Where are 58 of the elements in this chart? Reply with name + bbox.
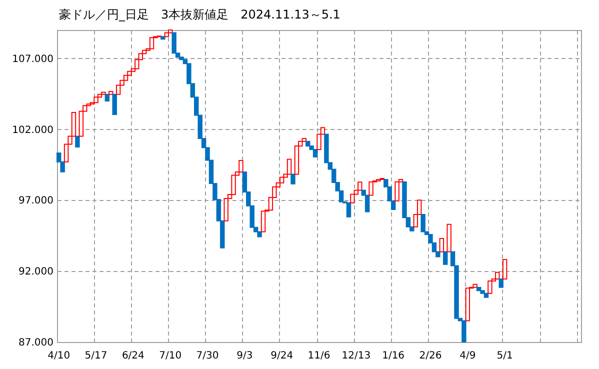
bar [172, 32, 176, 54]
bar [358, 182, 362, 191]
bar [112, 94, 117, 116]
bar [480, 290, 485, 294]
y-tick-label: 102.000 [12, 124, 54, 136]
y-tick-label: 92.000 [18, 266, 54, 278]
bar [446, 224, 452, 252]
bar [312, 149, 318, 158]
bar [75, 136, 80, 148]
bar [231, 174, 236, 196]
x-tick-label: 7/30 [196, 350, 219, 362]
bar [108, 91, 114, 95]
bar [238, 160, 244, 172]
y-tick-label: 87.000 [18, 338, 54, 348]
x-tick-label: 6/24 [122, 350, 144, 362]
bar [488, 280, 492, 294]
x-tick-label: 2/26 [419, 350, 442, 362]
x-tick-label: 5/17 [84, 350, 108, 362]
bar [160, 36, 166, 40]
bar [502, 258, 508, 280]
bar [420, 214, 426, 232]
bar [260, 210, 266, 232]
x-tick-label: 12/13 [342, 350, 371, 362]
bar [104, 94, 110, 102]
bar [94, 96, 98, 104]
bar [164, 32, 169, 38]
bar [439, 238, 444, 252]
bar [101, 92, 106, 95]
chart-title: 豪ドル／円_日足 3本抜新値足 2024.11.13～5.1 [59, 8, 340, 22]
x-tick-label: 1/16 [382, 350, 405, 362]
bar [149, 37, 154, 50]
bar [498, 278, 504, 288]
bar [224, 198, 228, 222]
bar [286, 158, 292, 175]
x-tick-label: 11/6 [308, 350, 330, 362]
bar [368, 181, 374, 196]
bar [350, 194, 355, 204]
bar [462, 320, 466, 342]
x-tick-label: 4/10 [48, 350, 70, 362]
bar [495, 272, 500, 280]
x-tick-label: 9/3 [236, 350, 253, 362]
x-tick-label: 7/10 [159, 350, 182, 362]
bar [394, 181, 400, 202]
bar [465, 288, 470, 322]
bar [290, 174, 296, 184]
bar [472, 284, 478, 288]
bar [305, 140, 310, 147]
x-tick-label: 5/1 [496, 350, 513, 362]
bar [279, 176, 284, 184]
x-tick-label: 9/24 [270, 350, 294, 362]
y-tick-label: 107.000 [12, 54, 54, 65]
bar [179, 56, 184, 60]
bar [484, 292, 489, 298]
x-tick-label: 4/9 [460, 350, 476, 362]
bar [442, 251, 448, 265]
y-tick-label: 97.000 [18, 196, 54, 207]
bar [257, 231, 262, 238]
bar [346, 202, 352, 218]
